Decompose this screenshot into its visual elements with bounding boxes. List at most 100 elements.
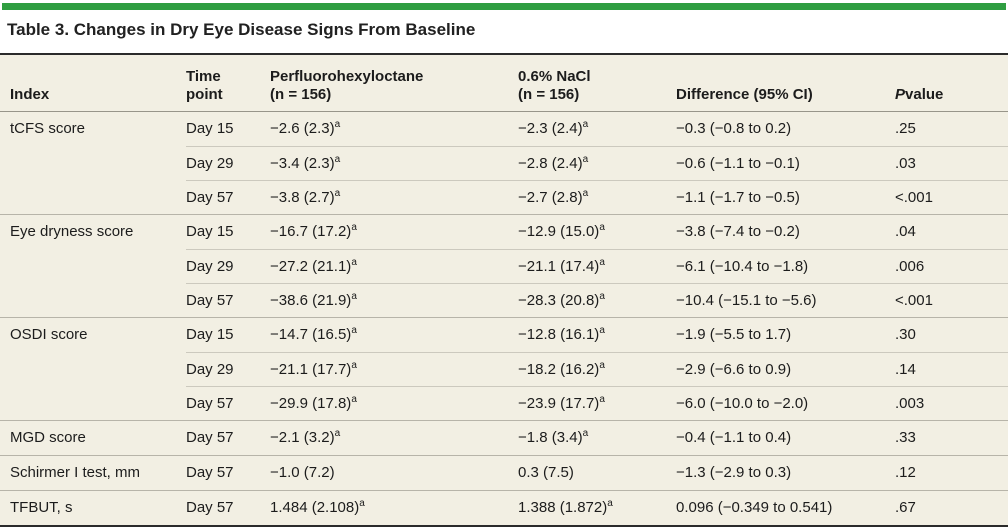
value-text: −3.8 (2.7) xyxy=(270,189,335,206)
column-header-index: Index xyxy=(10,86,50,103)
p-value-cell: <.001 xyxy=(895,180,1008,214)
value-text: −1.0 (7.2) xyxy=(270,464,335,481)
value-text: 1.388 (1.872) xyxy=(518,499,608,516)
footnote-marker: a xyxy=(599,257,605,268)
p-value-cell: .12 xyxy=(895,464,916,481)
time-point-cell: Day 29 xyxy=(186,249,270,283)
footnote-marker: a xyxy=(334,119,341,130)
p-value-cell: .003 xyxy=(895,386,1008,420)
difference-cell: −10.4 (−15.1 to −5.6) xyxy=(676,283,895,317)
value-text: −2.3 (2.4) xyxy=(518,120,583,137)
footnote-marker: a xyxy=(351,222,357,233)
difference-cell: −0.4 (−1.1 to 0.4) xyxy=(676,429,792,446)
row-index-label: OSDI score xyxy=(10,326,88,343)
row-index-label: Schirmer I test, mm xyxy=(10,464,141,481)
footnote-marker: a xyxy=(334,154,341,165)
value-text: −21.1 (17.7) xyxy=(270,361,352,378)
table-row: Day 57 −38.6 (21.9)a −28.3 (20.8)a −10.4… xyxy=(0,283,1008,317)
difference-cell: −1.3 (−2.9 to 0.3) xyxy=(676,464,792,481)
p-value-cell: <.001 xyxy=(895,283,1008,317)
difference-cell: −0.3 (−0.8 to 0.2) xyxy=(676,120,792,137)
footnote-marker: a xyxy=(582,154,589,165)
data-table: Index Time point Perfluorohexyloctane (n… xyxy=(0,53,1008,527)
difference-cell: −6.1 (−10.4 to −1.8) xyxy=(676,249,895,283)
drug-value-cell: −1.0 (7.2) xyxy=(270,456,518,490)
table-row: OSDI score Day 15 −14.7 (16.5)a −12.8 (1… xyxy=(0,317,1008,352)
p-value-cell: .14 xyxy=(895,352,1008,386)
column-header-p-value: P value xyxy=(895,55,1008,111)
time-point-cell: Day 15 xyxy=(186,326,234,343)
column-header-perfluorohexyloctane: Perfluorohexyloctane (n = 156) xyxy=(270,68,424,103)
value-text: −1.8 (3.4) xyxy=(518,429,583,446)
nacl-value-cell: −12.9 (15.0)a xyxy=(518,215,676,249)
difference-cell: −2.9 (−6.6 to 0.9) xyxy=(676,352,895,386)
row-index-label: Eye dryness score xyxy=(10,223,134,240)
p-value-cell: .03 xyxy=(895,146,1008,180)
p-value-cell: .25 xyxy=(895,120,916,137)
difference-cell: −6.0 (−10.0 to −2.0) xyxy=(676,386,895,420)
footnote-marker: a xyxy=(599,394,605,405)
p-value-cell: .30 xyxy=(895,326,916,343)
value-text: −2.6 (2.3) xyxy=(270,120,335,137)
difference-cell: −1.9 (−5.5 to 1.7) xyxy=(676,326,792,343)
journal-accent-bar xyxy=(2,3,1006,10)
footnote-marker: a xyxy=(607,498,613,509)
p-value-cell: .006 xyxy=(895,249,1008,283)
time-point-cell: Day 15 xyxy=(186,120,234,137)
table-header-row: Index Time point Perfluorohexyloctane (n… xyxy=(0,55,1008,112)
difference-cell: −0.6 (−1.1 to −0.1) xyxy=(676,146,895,180)
time-point-cell: Day 15 xyxy=(186,223,234,240)
p-value-cell: .33 xyxy=(895,429,916,446)
value-text: −27.2 (21.1) xyxy=(270,258,352,275)
time-point-cell: Day 57 xyxy=(186,499,234,516)
footnote-marker: a xyxy=(351,291,357,302)
table-row: Schirmer I test, mm Day 57 −1.0 (7.2) 0.… xyxy=(0,455,1008,490)
table-row: tCFS score Day 15 −2.6 (2.3)a −2.3 (2.4)… xyxy=(0,112,1008,146)
difference-cell: −3.8 (−7.4 to −0.2) xyxy=(676,223,800,240)
row-index-label xyxy=(0,352,186,386)
value-text: −29.9 (17.8) xyxy=(270,395,352,412)
footnote-marker: a xyxy=(351,394,357,405)
value-text: −38.6 (21.9) xyxy=(270,292,352,309)
column-header-time-point: Time point xyxy=(186,68,223,103)
p-value-cell: .67 xyxy=(895,499,916,516)
table-row: Eye dryness score Day 15 −16.7 (17.2)a −… xyxy=(0,214,1008,249)
footnote-marker: a xyxy=(334,188,341,199)
value-text: −18.2 (16.2) xyxy=(518,361,600,378)
nacl-value-cell: −21.1 (17.4)a xyxy=(518,249,676,283)
table-title: Table 3. Changes in Dry Eye Disease Sign… xyxy=(7,20,476,39)
time-point-cell: Day 57 xyxy=(186,180,270,214)
table-row: MGD score Day 57 −2.1 (3.2)a −1.8 (3.4)a… xyxy=(0,420,1008,455)
footnote-marker: a xyxy=(599,222,605,233)
value-text: −28.3 (20.8) xyxy=(518,292,600,309)
nacl-value-cell: −28.3 (20.8)a xyxy=(518,283,676,317)
time-point-cell: Day 29 xyxy=(186,146,270,180)
nacl-value-cell: 0.3 (7.5) xyxy=(518,456,676,490)
table-row: Day 57 −29.9 (17.8)a −23.9 (17.7)a −6.0 … xyxy=(0,386,1008,420)
nacl-value-cell: −23.9 (17.7)a xyxy=(518,386,676,420)
row-index-label: MGD score xyxy=(10,429,86,446)
nacl-value-cell: −2.7 (2.8)a xyxy=(518,180,676,214)
value-text: −2.1 (3.2) xyxy=(270,429,335,446)
value-text: −12.9 (15.0) xyxy=(518,223,600,240)
footnote-marker: a xyxy=(582,188,589,199)
row-index-label: tCFS score xyxy=(10,120,86,137)
footnote-marker: a xyxy=(599,291,605,302)
footnote-marker: a xyxy=(351,257,357,268)
drug-value-cell: −3.8 (2.7)a xyxy=(270,180,518,214)
drug-value-cell: −29.9 (17.8)a xyxy=(270,386,518,420)
value-text: 1.484 (2.108) xyxy=(270,499,360,516)
drug-value-cell: 1.484 (2.108)a xyxy=(270,491,518,525)
difference-cell: 0.096 (−0.349 to 0.541) xyxy=(676,499,833,516)
table-row: Day 29 −27.2 (21.1)a −21.1 (17.4)a −6.1 … xyxy=(0,249,1008,283)
column-header-nacl: 0.6% NaCl (n = 156) xyxy=(518,68,591,103)
time-point-cell: Day 57 xyxy=(186,429,234,446)
table-row: Day 29 −3.4 (2.3)a −2.8 (2.4)a −0.6 (−1.… xyxy=(0,146,1008,180)
footnote-marker: a xyxy=(334,428,341,439)
table-row: Day 29 −21.1 (17.7)a −18.2 (16.2)a −2.9 … xyxy=(0,352,1008,386)
time-point-cell: Day 29 xyxy=(186,352,270,386)
footnote-marker: a xyxy=(582,119,589,130)
footnote-marker: a xyxy=(599,360,605,371)
row-index-label xyxy=(0,386,186,420)
time-point-cell: Day 57 xyxy=(186,464,234,481)
